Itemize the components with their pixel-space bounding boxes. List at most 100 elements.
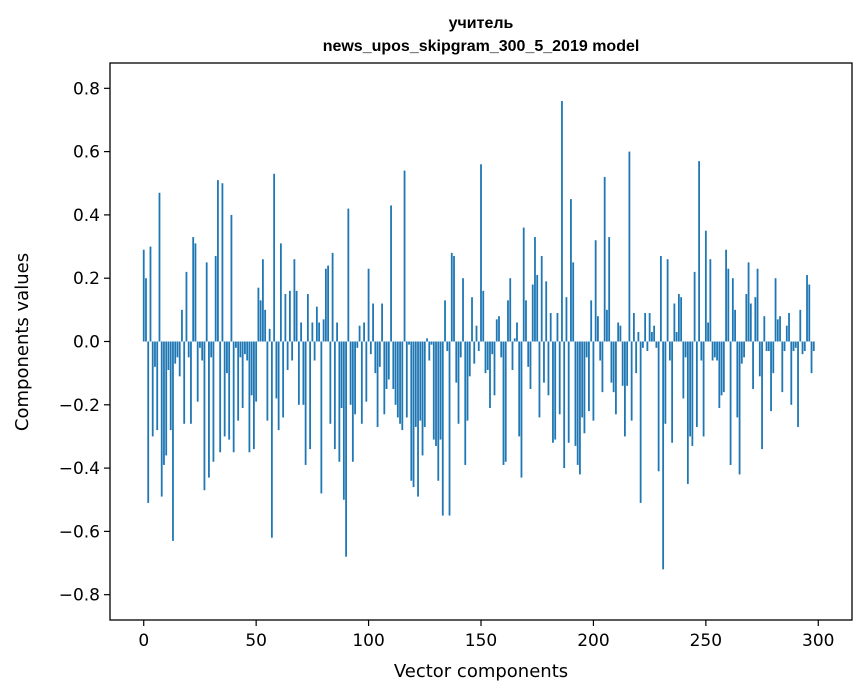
- bar: [147, 341, 150, 503]
- bar: [538, 341, 541, 418]
- bar: [199, 341, 201, 348]
- bar: [369, 341, 372, 355]
- bar: [491, 341, 494, 355]
- bar: [174, 341, 177, 364]
- bar: [172, 341, 174, 541]
- bar: [253, 341, 255, 450]
- bar: [306, 294, 309, 342]
- y-tick-label: −0.8: [59, 586, 100, 606]
- bar: [262, 259, 264, 342]
- bar: [291, 341, 294, 361]
- bar: [597, 316, 599, 342]
- bar: [444, 300, 446, 342]
- bar: [408, 341, 410, 345]
- y-axis-ticks: 0.8 0.6 0.4 0.2 0.0 −0.2 −0.4 −0.6 −0.8: [59, 79, 110, 606]
- bar: [756, 268, 759, 342]
- bars-group: [142, 100, 815, 570]
- bar: [333, 341, 336, 450]
- bar: [707, 322, 709, 342]
- bar: [441, 341, 444, 516]
- bar: [250, 341, 253, 396]
- bar: [720, 341, 723, 396]
- bar: [311, 322, 314, 342]
- bar: [653, 325, 656, 342]
- bar: [666, 259, 669, 342]
- bar: [628, 151, 631, 342]
- bar: [284, 294, 287, 342]
- bar: [248, 341, 251, 453]
- bar: [536, 275, 539, 342]
- bar: [617, 322, 620, 342]
- bar: [154, 341, 156, 367]
- bar: [644, 313, 647, 342]
- bar: [196, 341, 199, 402]
- bar: [354, 341, 356, 415]
- bar: [178, 341, 181, 377]
- bar: [693, 271, 696, 342]
- bar: [677, 294, 680, 342]
- bar: [594, 240, 597, 342]
- x-tick-label: 250: [690, 631, 722, 651]
- bar: [217, 180, 219, 342]
- bar: [403, 170, 406, 342]
- bar: [142, 249, 145, 342]
- bar: [351, 341, 354, 462]
- bar: [698, 161, 700, 342]
- bar: [320, 341, 323, 494]
- bar: [779, 316, 781, 342]
- bar: [783, 341, 786, 351]
- bar: [711, 341, 714, 361]
- bar: [322, 319, 325, 342]
- bar: [399, 341, 401, 424]
- bar: [601, 341, 604, 393]
- bar: [360, 341, 363, 424]
- bar: [450, 252, 453, 342]
- bar: [788, 313, 790, 342]
- bar: [151, 341, 154, 437]
- bar: [633, 313, 635, 342]
- bar: [156, 341, 159, 431]
- bar: [765, 341, 768, 351]
- bar: [513, 338, 516, 342]
- bar: [266, 341, 269, 421]
- bar: [673, 303, 676, 342]
- bar: [738, 341, 741, 475]
- bar: [385, 341, 388, 389]
- chart-title: учитель: [449, 15, 514, 32]
- bar: [297, 341, 300, 405]
- bar: [214, 256, 217, 342]
- bar: [235, 341, 237, 348]
- bar: [727, 268, 730, 342]
- bar: [462, 278, 464, 342]
- bar: [540, 256, 543, 342]
- bar: [255, 341, 258, 402]
- bar: [725, 249, 727, 342]
- bar: [192, 237, 195, 342]
- bar: [486, 341, 489, 370]
- bar: [473, 341, 476, 364]
- bar: [367, 268, 370, 342]
- bar: [396, 341, 399, 418]
- bar: [774, 278, 777, 342]
- bar: [590, 300, 593, 342]
- bar: [392, 341, 395, 389]
- bar: [286, 341, 289, 370]
- x-tick-label: 300: [802, 631, 834, 651]
- bar: [405, 341, 408, 418]
- bar: [149, 246, 152, 342]
- bar: [754, 297, 757, 342]
- bar: [702, 341, 705, 437]
- bar: [324, 268, 327, 342]
- bar: [740, 341, 743, 364]
- bar: [223, 341, 226, 437]
- bar: [581, 341, 584, 418]
- bar: [635, 341, 638, 374]
- bar: [288, 290, 291, 342]
- bar: [417, 341, 419, 497]
- bar: [659, 256, 662, 342]
- bar: [145, 278, 147, 342]
- bar: [574, 341, 577, 446]
- bar: [608, 237, 611, 342]
- bar: [664, 341, 667, 424]
